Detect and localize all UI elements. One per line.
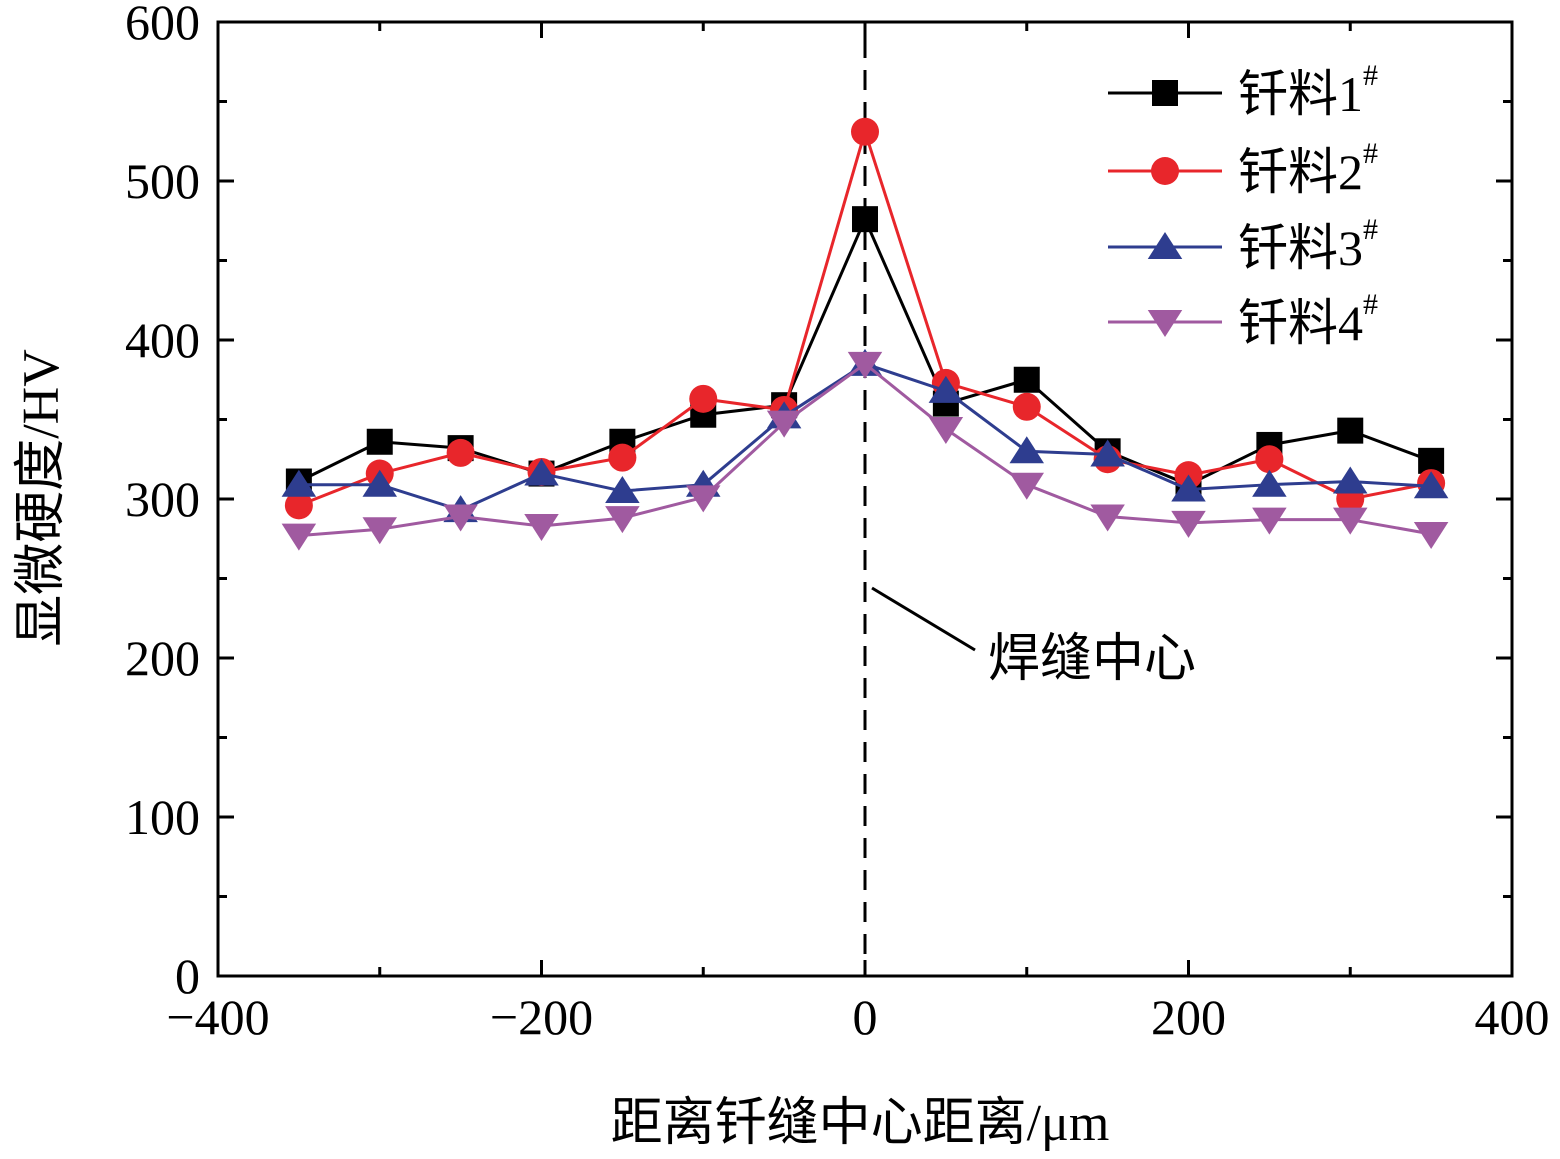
data-point <box>1255 445 1284 474</box>
data-point <box>608 443 637 472</box>
y-tick-label: 600 <box>125 0 200 50</box>
data-point <box>1171 474 1206 502</box>
legend-marker <box>1151 157 1179 185</box>
data-point <box>1333 466 1368 494</box>
legend-label: 钎料2# <box>1238 137 1378 200</box>
y-axis-title: 显微硬度/HV <box>13 349 70 647</box>
legend-entry-1: 钎料1# <box>1108 59 1378 122</box>
y-tick-label: 300 <box>125 471 200 527</box>
y-tick-label: 500 <box>125 153 200 209</box>
data-point <box>1012 392 1041 421</box>
y-tick-label: 0 <box>175 948 200 1004</box>
series-2 <box>284 117 1446 520</box>
x-tick-label: 0 <box>853 989 878 1045</box>
data-point <box>1171 510 1206 538</box>
data-point <box>1252 469 1287 497</box>
data-point <box>605 476 640 504</box>
y-tick-label: 100 <box>125 789 200 845</box>
data-point <box>1252 507 1287 535</box>
legend-label: 钎料3# <box>1238 213 1378 276</box>
legend-entry-3: 钎料3# <box>1108 213 1378 276</box>
data-point <box>766 410 802 438</box>
data-point <box>524 458 559 486</box>
data-point <box>1090 504 1125 532</box>
annotation-label: 焊缝中心 <box>988 631 1196 688</box>
data-point <box>605 506 640 534</box>
data-point <box>443 504 478 532</box>
data-point <box>1009 472 1044 500</box>
legend-marker <box>1152 80 1178 106</box>
legend-label: 钎料1# <box>1238 59 1378 122</box>
data-point <box>362 469 397 497</box>
data-point <box>928 417 964 445</box>
x-axis-title: 距离钎缝中心距离/μm <box>611 1095 1110 1152</box>
y-tick-label: 200 <box>125 630 200 686</box>
data-point <box>1413 521 1449 549</box>
data-point <box>362 517 397 545</box>
data-point <box>689 384 718 413</box>
x-tick-label: −200 <box>490 989 593 1045</box>
legend-entry-4: 钎料4# <box>1108 288 1378 351</box>
data-point <box>852 206 878 233</box>
annotation-leader <box>871 586 976 652</box>
x-tick-label: 200 <box>1151 989 1226 1045</box>
x-tick-label: −400 <box>166 989 269 1045</box>
x-tick-label: 400 <box>1475 989 1550 1045</box>
data-point <box>281 469 317 497</box>
data-point <box>366 428 393 455</box>
data-point <box>1013 366 1040 393</box>
data-point <box>524 514 559 542</box>
data-point <box>928 375 964 403</box>
legend-label: 钎料4# <box>1238 288 1378 351</box>
data-point <box>1337 417 1364 444</box>
data-point <box>851 117 879 146</box>
data-point <box>1333 507 1368 535</box>
series-4 <box>281 351 1449 551</box>
data-point <box>446 438 475 467</box>
data-point <box>686 485 721 513</box>
legend-marker <box>1147 310 1183 337</box>
data-point <box>847 351 883 379</box>
data-point <box>1090 439 1125 467</box>
data-point <box>1413 471 1449 499</box>
data-point <box>1009 436 1044 464</box>
data-point <box>281 523 317 551</box>
y-tick-label: 400 <box>125 312 200 368</box>
data-point <box>284 491 313 520</box>
legend-marker <box>1147 232 1183 259</box>
legend-entry-2: 钎料2# <box>1108 137 1378 200</box>
